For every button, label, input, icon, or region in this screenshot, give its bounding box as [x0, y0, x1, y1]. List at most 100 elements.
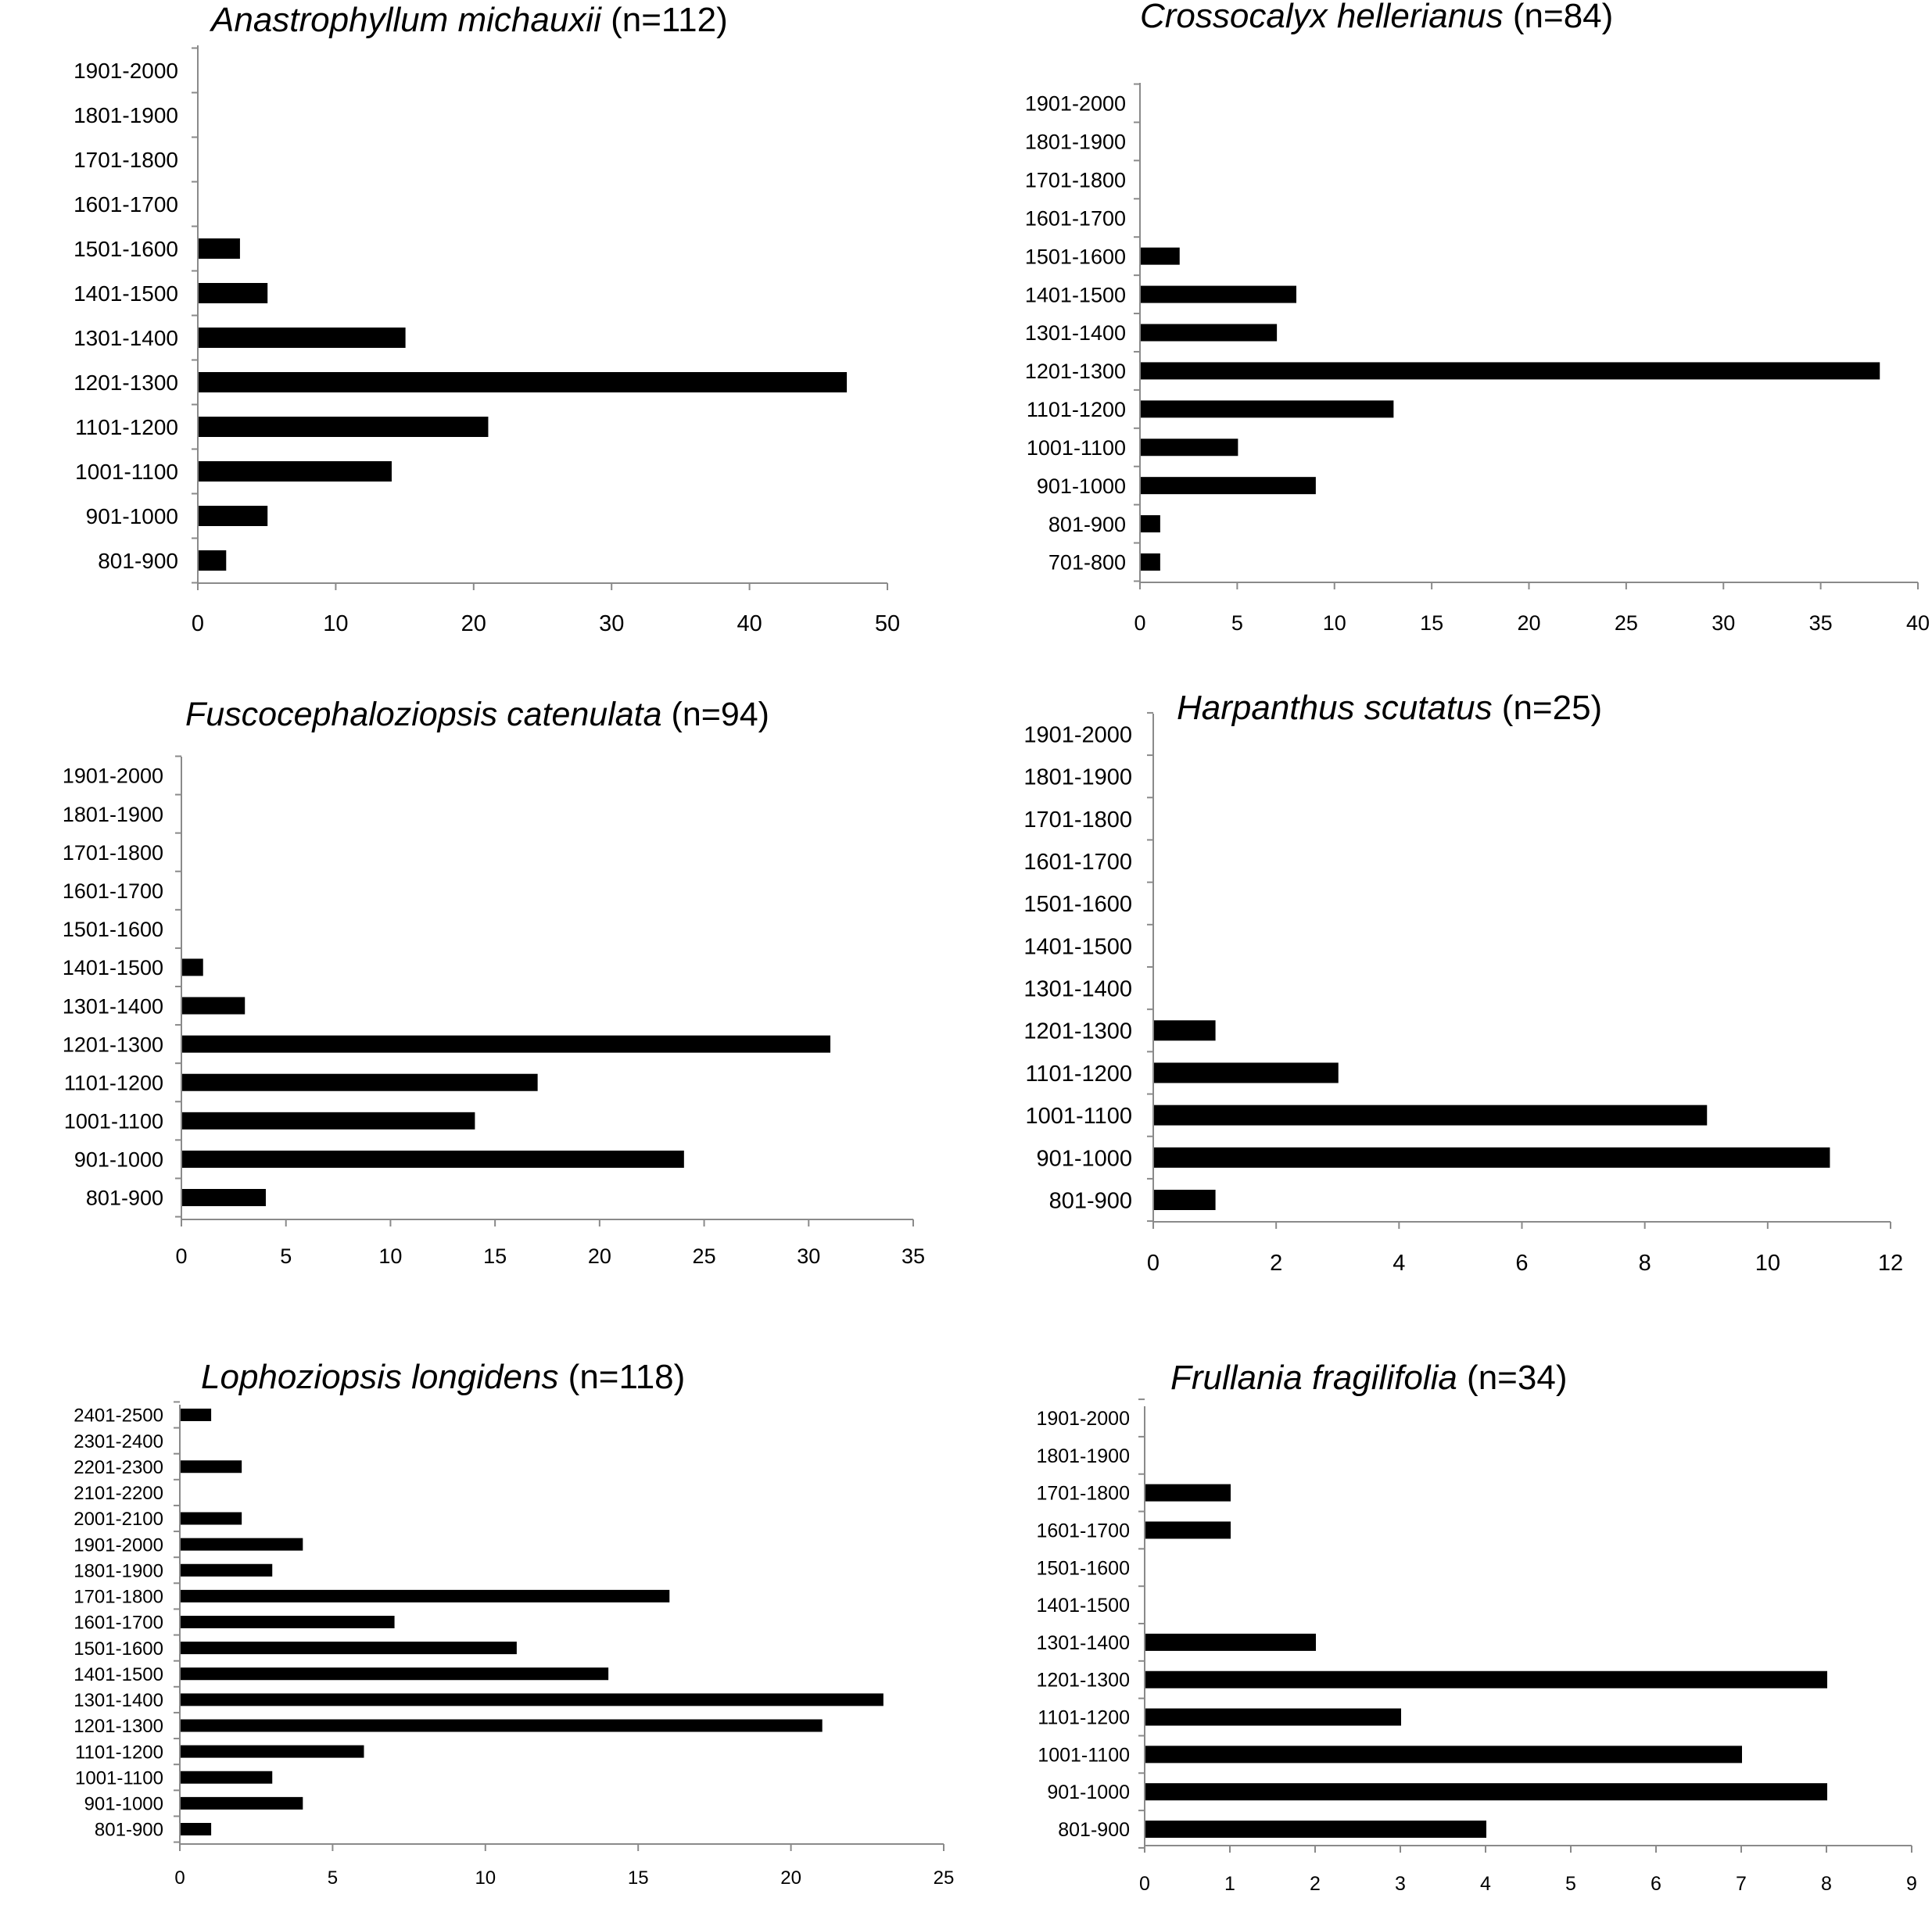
bar-1301-1400: [1141, 324, 1278, 342]
x-tick-label: 50: [875, 611, 900, 636]
bar-801-900: [182, 1189, 266, 1206]
category-label: 901-1000: [86, 504, 178, 528]
category-label: 1401-1500: [73, 1664, 163, 1685]
category-label: 801-900: [1049, 1188, 1132, 1213]
x-tick-label: 0: [174, 1867, 185, 1889]
chart-title-species: Lophoziopsis longidens: [201, 1358, 558, 1396]
category-label: 801-900: [86, 1187, 163, 1210]
category-label: 1601-1700: [1025, 206, 1126, 230]
chart-title-species: Frullania fragilifolia: [1170, 1359, 1457, 1397]
bar-1401-1500: [199, 283, 268, 303]
category-label: 1201-1300: [73, 1716, 163, 1737]
bar-1701-1800: [1145, 1484, 1231, 1502]
category-label: 1901-2000: [1036, 1408, 1130, 1430]
category-label: 1801-1900: [73, 103, 178, 127]
bar-1501-1600: [1141, 247, 1180, 265]
category-label: 1601-1700: [1036, 1520, 1130, 1542]
bar-1301-1400: [181, 1693, 884, 1706]
category-label: 1001-1100: [1027, 436, 1126, 460]
category-label: 1901-2000: [73, 59, 178, 83]
bar-1401-1500: [1141, 285, 1296, 303]
x-tick-label: 1: [1224, 1873, 1235, 1895]
category-label: 1801-1900: [1025, 131, 1126, 154]
x-tick-label: 6: [1651, 1873, 1661, 1895]
bar-2201-2300: [181, 1460, 242, 1474]
x-tick-label: 15: [628, 1867, 649, 1889]
x-tick-label: 10: [475, 1867, 496, 1889]
category-label: 1201-1300: [63, 1033, 163, 1056]
chart-1: Anastrophyllum michauxii (n=112) 801-900 9…: [73, 1, 900, 636]
x-tick-label: 0: [175, 1244, 187, 1268]
x-tick-label: 35: [901, 1244, 925, 1268]
category-label: 1401-1500: [73, 281, 178, 306]
chart-title-count: (n=112): [601, 1, 728, 39]
bar-1001-1100: [182, 1112, 475, 1130]
x-tick-label: 0: [1147, 1251, 1160, 1276]
bar-1101-1200: [199, 417, 489, 437]
category-label: 2301-2400: [73, 1431, 163, 1452]
category-label: 1101-1200: [1027, 398, 1126, 421]
chart-title: Frullania fragilifolia (n=34): [1170, 1359, 1567, 1397]
category-label: 901-1000: [84, 1794, 163, 1815]
category-label: 901-1000: [74, 1148, 163, 1172]
x-tick-label: 35: [1809, 611, 1833, 635]
x-tick-label: 20: [1517, 611, 1540, 635]
category-label: 2401-2500: [73, 1405, 163, 1427]
category-label: 1001-1100: [1038, 1744, 1130, 1766]
chart-3: Fuscocephaloziopsis catenulata (n=94) 801…: [63, 696, 925, 1268]
chart-5: Lophoziopsis longidens (n=118) 801-900 901…: [73, 1358, 954, 1889]
bar-1101-1200: [182, 1073, 538, 1091]
bar-801-900: [181, 1823, 212, 1835]
x-tick-label: 0: [192, 611, 204, 636]
category-label: 1501-1600: [73, 1638, 163, 1660]
category-label: 1901-2000: [63, 765, 163, 788]
category-label: 1801-1900: [1036, 1445, 1130, 1467]
bar-701-800: [1141, 553, 1160, 571]
category-label: 901-1000: [1037, 474, 1126, 498]
x-tick-label: 20: [780, 1867, 801, 1889]
x-tick-label: 10: [323, 611, 348, 636]
category-label: 1101-1200: [1038, 1707, 1130, 1729]
category-label: 1601-1700: [63, 879, 163, 903]
x-tick-label: 8: [1639, 1251, 1651, 1276]
category-label: 1001-1100: [64, 1110, 163, 1133]
bar-801-900: [1154, 1190, 1216, 1210]
chart-title-count: (n=34): [1457, 1359, 1568, 1397]
chart-4: Harpanthus scutatus (n=25) 801-900 901-100…: [1023, 689, 1903, 1276]
category-label: 1201-1300: [1023, 1019, 1132, 1044]
category-label: 1401-1500: [63, 956, 163, 979]
x-tick-label: 20: [588, 1244, 611, 1268]
bar-1401-1500: [181, 1667, 609, 1681]
bar-1001-1100: [199, 461, 392, 482]
category-label: 1501-1600: [63, 918, 163, 941]
bar-801-900: [1141, 515, 1160, 533]
x-tick-label: 5: [1565, 1873, 1576, 1895]
chart-title: Crossocalyx hellerianus (n=84): [1140, 0, 1613, 35]
category-label: 1301-1400: [1036, 1632, 1130, 1654]
bar-1201-1300: [1145, 1670, 1827, 1688]
category-label: 1701-1800: [73, 1587, 163, 1608]
category-label: 801-900: [1058, 1819, 1130, 1841]
category-label: 1001-1100: [75, 1767, 163, 1789]
category-label: 1901-2000: [1025, 92, 1126, 116]
bar-1101-1200: [181, 1745, 364, 1758]
category-label: 1201-1300: [73, 371, 178, 395]
bar-901-1000: [182, 1150, 684, 1168]
x-tick-label: 0: [1139, 1873, 1150, 1895]
bar-1801-1900: [181, 1563, 273, 1577]
bar-901-1000: [1141, 477, 1316, 495]
category-label: 1601-1700: [73, 192, 178, 217]
category-label: 1701-1800: [73, 148, 178, 172]
bar-1701-1800: [181, 1589, 670, 1602]
x-tick-label: 6: [1515, 1251, 1528, 1276]
x-tick-label: 30: [1712, 611, 1735, 635]
chart-title: Lophoziopsis longidens (n=118): [201, 1358, 685, 1396]
bar-1001-1100: [181, 1771, 273, 1784]
category-label: 1101-1200: [64, 1071, 163, 1094]
x-tick-label: 30: [797, 1244, 820, 1268]
category-label: 1501-1600: [1023, 892, 1132, 917]
category-label: 1701-1800: [1025, 169, 1126, 192]
x-tick-label: 5: [280, 1244, 292, 1268]
category-label: 1401-1500: [1036, 1595, 1130, 1617]
